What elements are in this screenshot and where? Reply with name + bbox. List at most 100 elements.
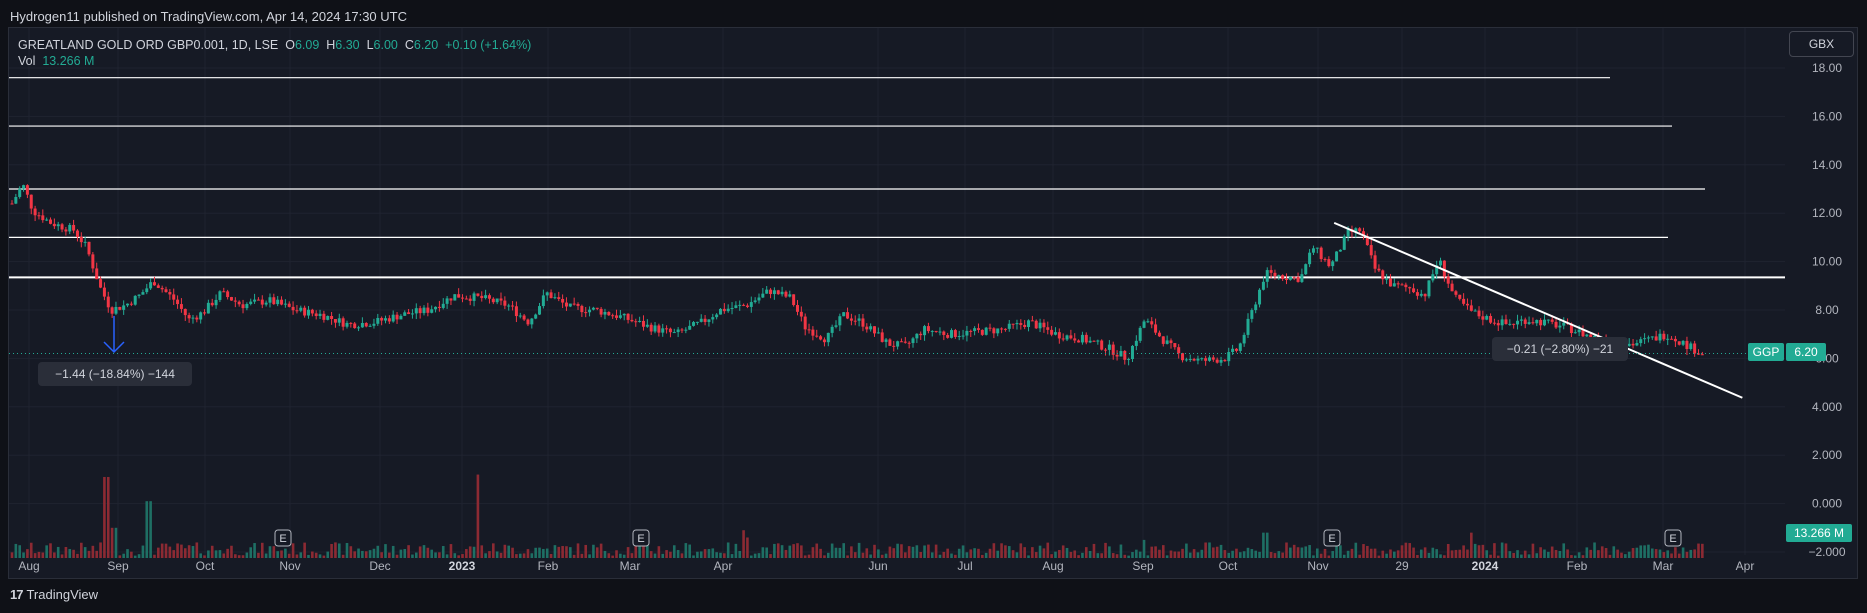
x-tick-label: Mar (1653, 559, 1674, 573)
volume-bar (1119, 544, 1123, 558)
volume-bar (1104, 542, 1107, 558)
volume-bar (349, 546, 353, 558)
volume-bar (230, 545, 233, 558)
volume-bar (1458, 549, 1462, 558)
volume-bar (495, 551, 499, 558)
volume-bar (1624, 554, 1627, 558)
candle-body (946, 334, 950, 338)
candle-body (1408, 287, 1412, 289)
volume-bar (853, 552, 857, 558)
candle-body (742, 304, 746, 306)
y-tick-label: 0.000 (1812, 497, 1842, 511)
candle-body (1019, 323, 1023, 325)
volume-bar (561, 546, 564, 558)
volume-bar (715, 552, 718, 558)
volume-bar (399, 549, 403, 558)
volume-bar (314, 552, 318, 558)
volume-bar (141, 545, 145, 558)
volume-bar (1362, 544, 1365, 558)
volume-bar (1285, 542, 1288, 558)
volume-bar (241, 555, 245, 558)
candle-body (1562, 322, 1566, 326)
volume-bar (1250, 549, 1254, 558)
volume-bar (1631, 548, 1635, 558)
volume-bar (1404, 542, 1408, 558)
candle-body (880, 332, 884, 342)
volume-bar (376, 545, 380, 558)
candle-body (1188, 358, 1192, 360)
candle-body (1088, 340, 1092, 343)
earnings-marker[interactable]: E (632, 529, 650, 547)
volume-bar (580, 553, 584, 558)
volume-bar (669, 551, 672, 558)
earnings-marker[interactable]: E (1664, 529, 1682, 547)
volume-bar (584, 544, 588, 558)
volume-bar (726, 542, 730, 558)
volume-bar (1004, 545, 1007, 558)
volume-bar (615, 550, 618, 558)
volume-bar (630, 553, 634, 558)
candle-body (468, 298, 472, 301)
close-label: C (404, 38, 414, 52)
candle-body (992, 328, 996, 334)
candle-body (206, 302, 210, 314)
volume-bar (1373, 548, 1377, 558)
volume-bar (249, 547, 253, 558)
candle-body (1539, 319, 1543, 326)
candle-body (199, 312, 203, 320)
volume-bar (880, 554, 884, 558)
volume-bar (1470, 532, 1473, 558)
volume-bar (191, 546, 195, 558)
candle-body (1404, 284, 1408, 288)
candle-body (873, 326, 877, 334)
volume-bar (1300, 547, 1304, 558)
volume-bar (1084, 547, 1088, 558)
candle-body (1223, 359, 1227, 362)
volume-bar (334, 542, 337, 558)
volume-bar (1200, 549, 1204, 558)
candle-body (572, 303, 576, 305)
volume-bar (41, 552, 45, 558)
candle-body (141, 292, 145, 295)
currency-button[interactable]: GBX (1789, 31, 1854, 57)
volume-bar (307, 554, 310, 558)
tradingview-footer[interactable]: 17 TradingView (10, 587, 98, 602)
candle-body (1050, 329, 1054, 335)
candle-body (1485, 316, 1489, 320)
volume-bar (1088, 551, 1092, 558)
candle-body (815, 335, 819, 337)
candle-body (1100, 340, 1104, 350)
volume-bar (253, 543, 256, 558)
candle-body (1519, 319, 1523, 321)
chart-frame[interactable] (8, 27, 1858, 579)
volume-bar (1512, 552, 1515, 558)
volume-bar (927, 544, 930, 558)
candle-body (1107, 344, 1111, 350)
candle-body (1396, 283, 1400, 285)
volume-bar (434, 552, 437, 558)
candle-body (1030, 320, 1034, 322)
candle-body (453, 294, 457, 301)
candle-body (1127, 359, 1131, 361)
candle-body (1504, 319, 1508, 324)
candle-body (1473, 310, 1477, 312)
candle-body (915, 333, 919, 339)
candle-body (1165, 340, 1169, 344)
volume-bar (1496, 555, 1500, 558)
candle-body (838, 316, 842, 326)
earnings-marker[interactable]: E (1323, 529, 1341, 547)
candle-body (368, 325, 372, 327)
volume-bar (823, 555, 826, 558)
volume-bar (388, 552, 391, 558)
volume-bar (276, 551, 279, 558)
volume-bar (638, 545, 641, 558)
candle-body (753, 300, 757, 303)
candle-body (1673, 338, 1677, 342)
candle-body (1650, 336, 1654, 338)
volume-bar (195, 542, 199, 558)
volume-bar (1046, 542, 1050, 558)
volume-bar (692, 555, 695, 558)
volume-bar (757, 553, 761, 558)
earnings-marker[interactable]: E (274, 529, 292, 547)
